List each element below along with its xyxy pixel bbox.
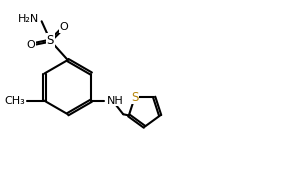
- Text: S: S: [131, 91, 139, 104]
- Text: H₂N: H₂N: [18, 14, 39, 24]
- Text: O: O: [59, 22, 68, 32]
- Text: S: S: [47, 34, 54, 47]
- Text: NH: NH: [107, 96, 123, 106]
- Text: O: O: [27, 39, 35, 50]
- Text: CH₃: CH₃: [4, 96, 25, 106]
